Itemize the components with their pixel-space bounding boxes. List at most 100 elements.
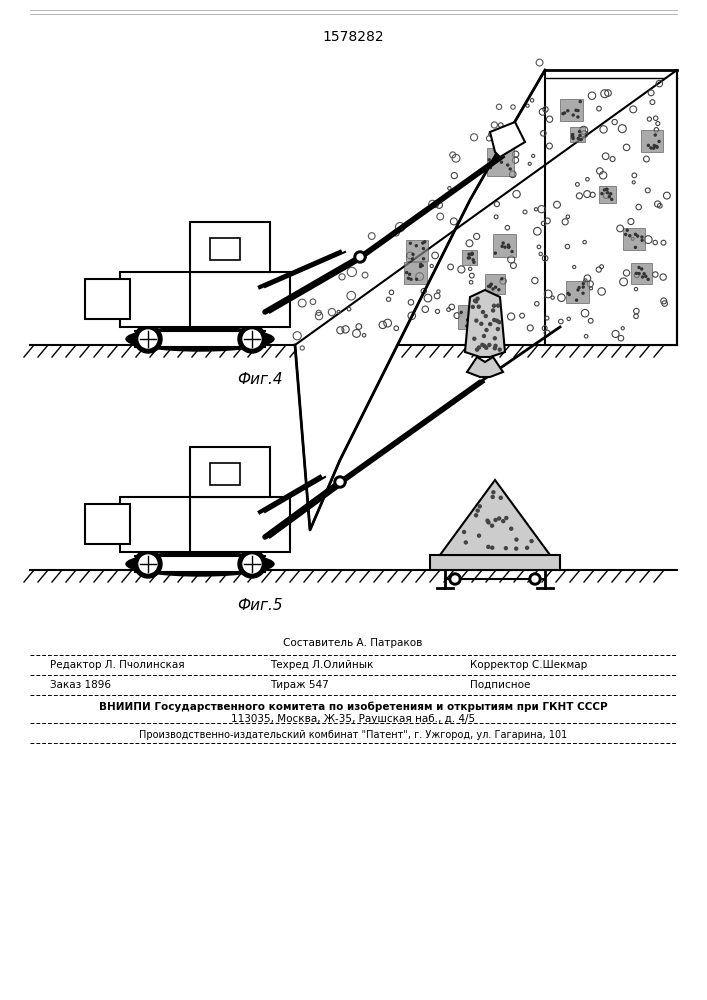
Circle shape [406,272,408,274]
Circle shape [509,168,511,170]
Circle shape [452,576,458,582]
Circle shape [636,235,638,237]
Polygon shape [490,122,525,157]
Circle shape [243,330,261,348]
Circle shape [636,272,637,274]
Circle shape [472,305,474,308]
Circle shape [473,337,476,340]
Text: Техред Л.Олийнык: Техред Л.Олийнык [270,660,373,670]
Circle shape [423,241,426,243]
Circle shape [507,164,509,166]
Circle shape [498,151,501,153]
Bar [600,186,616,203]
Polygon shape [440,480,550,555]
Circle shape [641,236,643,238]
Circle shape [412,253,414,255]
Circle shape [529,573,541,585]
Text: Подписное: Подписное [470,680,530,690]
Circle shape [493,304,496,307]
Circle shape [485,346,488,349]
Bar [623,228,645,250]
Circle shape [505,516,508,519]
Circle shape [488,343,491,346]
Circle shape [472,259,474,261]
Circle shape [607,192,609,194]
FancyBboxPatch shape [120,497,290,552]
Circle shape [238,325,266,353]
Bar [631,263,652,284]
Circle shape [471,319,473,321]
Circle shape [491,524,493,527]
Circle shape [629,235,631,237]
Circle shape [485,329,488,332]
Ellipse shape [126,552,274,576]
Circle shape [492,491,495,494]
Circle shape [501,278,503,280]
Circle shape [460,311,462,313]
Circle shape [422,248,424,250]
Text: Заказ 1896: Заказ 1896 [50,680,111,690]
Circle shape [563,112,566,114]
Circle shape [474,514,477,517]
Circle shape [449,573,461,585]
Circle shape [658,140,660,142]
Circle shape [489,166,491,168]
Circle shape [409,273,411,275]
Circle shape [582,286,584,288]
Circle shape [134,550,162,578]
Circle shape [647,278,649,280]
FancyBboxPatch shape [430,555,560,570]
Circle shape [580,139,582,141]
Circle shape [654,134,656,136]
Circle shape [498,348,501,351]
Text: Редактор Л. Пчолинская: Редактор Л. Пчолинская [50,660,185,670]
Bar [641,130,663,152]
Circle shape [243,555,261,573]
Bar [485,274,505,294]
Circle shape [568,294,571,296]
Circle shape [638,267,640,269]
Circle shape [634,246,636,248]
Circle shape [491,546,493,549]
Bar [462,250,477,265]
Circle shape [579,101,581,103]
Circle shape [139,330,157,348]
Circle shape [604,189,605,191]
Circle shape [467,319,469,321]
Circle shape [468,253,470,255]
Circle shape [583,283,584,285]
Circle shape [625,233,626,235]
Circle shape [489,323,491,326]
Circle shape [572,138,574,140]
Circle shape [475,319,478,322]
Circle shape [474,299,477,302]
Circle shape [532,576,538,582]
Circle shape [496,319,498,322]
Circle shape [484,315,487,318]
Circle shape [486,519,489,522]
Circle shape [493,347,496,350]
Circle shape [481,311,484,314]
Circle shape [470,253,472,255]
Circle shape [605,188,607,190]
Circle shape [471,252,473,254]
Circle shape [481,343,484,346]
Bar [486,148,515,176]
Bar [407,240,428,261]
Circle shape [410,278,412,280]
Circle shape [501,161,503,163]
Circle shape [530,540,533,543]
Circle shape [469,257,470,259]
Circle shape [641,268,643,270]
Circle shape [515,538,518,541]
Circle shape [489,167,491,169]
Circle shape [656,146,658,148]
Circle shape [482,335,486,338]
Circle shape [139,555,157,573]
FancyBboxPatch shape [190,447,270,497]
Circle shape [479,324,481,326]
Circle shape [423,258,424,260]
Circle shape [578,131,580,133]
Circle shape [504,246,506,248]
Circle shape [572,114,574,116]
